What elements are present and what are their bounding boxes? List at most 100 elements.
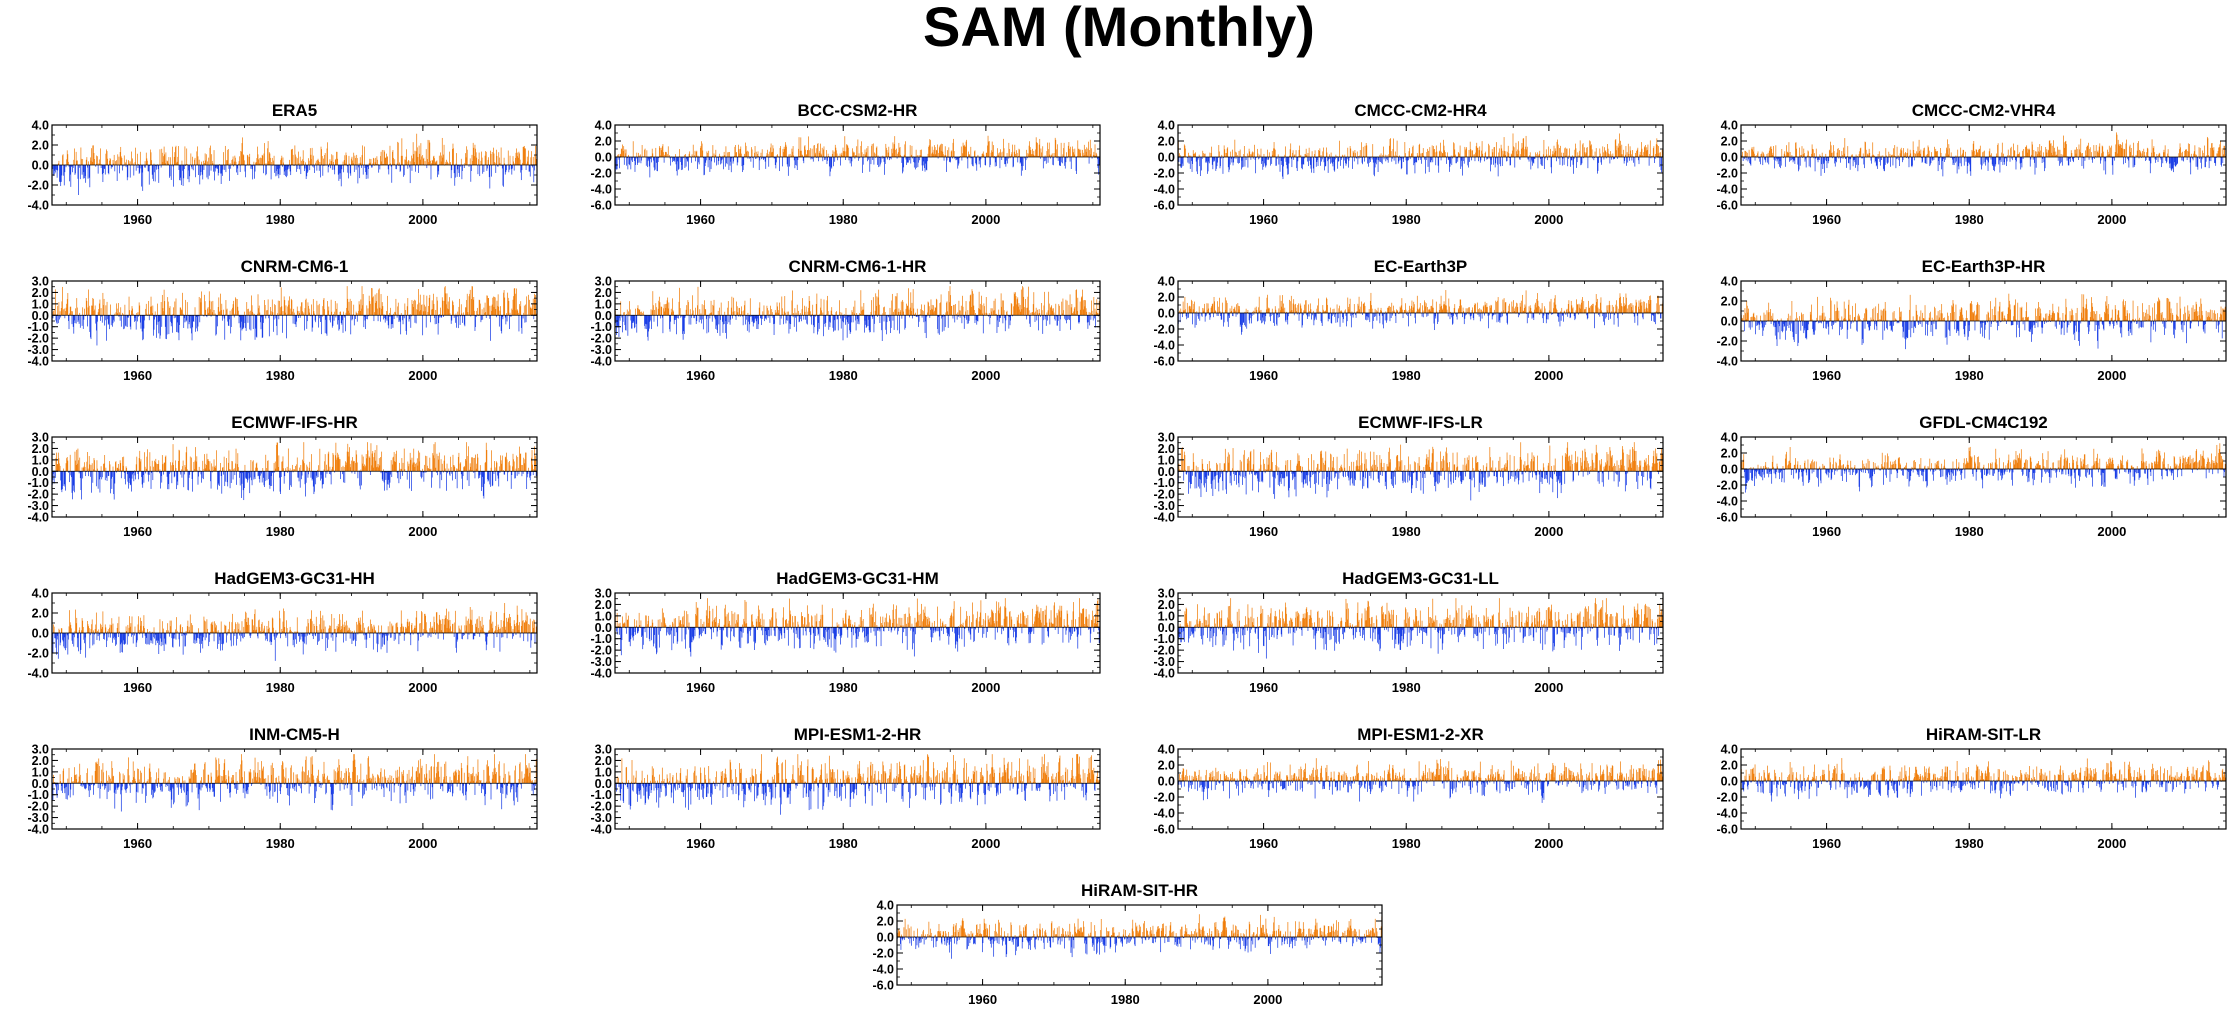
bar <box>913 157 915 163</box>
bar <box>1262 157 1264 167</box>
bar <box>407 165 409 169</box>
bar <box>913 308 915 316</box>
bar <box>168 315 170 335</box>
bar <box>1323 157 1325 163</box>
bar <box>1856 155 1858 157</box>
bar <box>387 295 388 316</box>
bar <box>993 157 995 159</box>
bar <box>2028 149 2029 157</box>
bar <box>1526 149 1528 157</box>
bar <box>1428 150 1429 157</box>
bar <box>1757 153 1758 157</box>
bar <box>2186 157 2188 161</box>
bar <box>457 165 459 166</box>
bar <box>1486 157 1488 160</box>
bar <box>617 154 619 157</box>
bar <box>117 313 119 316</box>
bar <box>53 165 55 171</box>
bar <box>304 165 306 169</box>
bar <box>792 290 793 316</box>
bar <box>1976 152 1978 157</box>
bar <box>1404 142 1406 157</box>
bar <box>1384 154 1386 157</box>
bar <box>245 165 246 178</box>
bar <box>1837 148 1839 157</box>
bar <box>419 159 421 165</box>
bar <box>1629 146 1631 157</box>
bar <box>1294 154 1296 157</box>
bar <box>774 157 776 159</box>
bar <box>186 315 188 321</box>
bar <box>1219 151 1220 157</box>
bar <box>1308 157 1309 167</box>
bar <box>677 157 679 162</box>
bar <box>387 165 389 170</box>
bar <box>1079 153 1081 157</box>
bar <box>129 163 131 165</box>
bar <box>339 165 341 179</box>
bar <box>278 165 280 179</box>
bar <box>786 315 787 321</box>
bar <box>1812 149 1814 157</box>
bar <box>1591 149 1593 157</box>
bar <box>686 305 688 316</box>
bar <box>202 165 204 180</box>
bar <box>691 154 693 157</box>
bar <box>377 315 379 322</box>
bar <box>709 315 711 319</box>
bar <box>415 151 417 165</box>
bar <box>1045 157 1047 164</box>
bar <box>1793 157 1795 161</box>
bar <box>423 157 425 165</box>
bar <box>1518 150 1520 157</box>
bar <box>501 165 503 169</box>
bar <box>805 155 807 157</box>
bar <box>842 147 844 157</box>
bar <box>164 315 166 327</box>
bar <box>1213 157 1214 162</box>
bar <box>1492 152 1494 157</box>
bar <box>1056 149 1057 157</box>
bar <box>906 157 908 164</box>
bar <box>1409 148 1410 157</box>
bar <box>779 302 780 316</box>
bar <box>1996 156 1998 157</box>
bar <box>845 308 847 316</box>
bar <box>1375 157 1377 165</box>
bar <box>1823 157 1824 165</box>
bar <box>119 315 121 321</box>
bar <box>1069 148 1070 157</box>
bar <box>2209 157 2211 161</box>
bar <box>2116 132 2117 157</box>
bar <box>1409 157 1411 160</box>
bar <box>107 158 109 165</box>
bar <box>1015 153 1016 157</box>
bar <box>1798 157 1799 172</box>
bar <box>166 315 167 340</box>
bar <box>938 147 940 157</box>
bar <box>664 152 666 157</box>
bar <box>211 301 213 316</box>
bar <box>109 315 110 330</box>
bar <box>802 298 803 316</box>
subplot-title: CMCC-CM2-HR4 <box>1354 101 1487 120</box>
bar <box>137 312 139 316</box>
bar <box>164 301 166 316</box>
bar <box>748 151 749 157</box>
bar <box>229 315 230 320</box>
x-tick-label: 1960 <box>123 368 152 383</box>
bar <box>1554 152 1555 157</box>
bar <box>1427 148 1428 157</box>
bar <box>1390 138 1391 157</box>
bar <box>68 165 70 167</box>
bar <box>1284 154 1286 157</box>
bar <box>1768 150 1770 157</box>
bar <box>387 156 388 165</box>
bar <box>846 144 848 157</box>
bar <box>1282 157 1283 177</box>
bar <box>1583 147 1585 157</box>
bar <box>2210 157 2212 162</box>
bar <box>126 159 128 165</box>
bar <box>139 165 141 173</box>
bar <box>81 315 83 326</box>
